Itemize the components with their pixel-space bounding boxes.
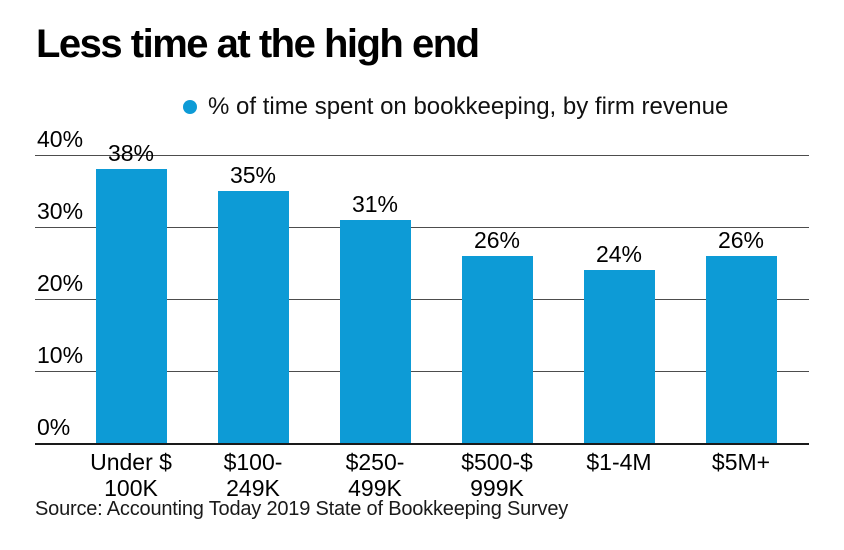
y-axis-tick-label: 40% bbox=[37, 126, 84, 152]
bar-value-label: 26% bbox=[473, 226, 521, 253]
x-axis-category-label: $5M+ bbox=[711, 449, 771, 475]
bar-value-label: 31% bbox=[351, 190, 399, 217]
bar-6 bbox=[705, 255, 777, 443]
gridline-10 bbox=[35, 371, 809, 372]
x-axis-category-label: $1-4M bbox=[586, 449, 652, 475]
gridline-20 bbox=[35, 299, 809, 300]
bar-5 bbox=[583, 270, 655, 443]
bar-1 bbox=[95, 169, 167, 443]
bar-2 bbox=[217, 191, 289, 443]
bar-value-label: 35% bbox=[229, 162, 277, 188]
x-axis-category-label: $250- 499K bbox=[345, 449, 405, 501]
x-axis-category-label: Under $ 100K bbox=[90, 449, 172, 501]
y-axis-tick-label: 10% bbox=[37, 342, 84, 368]
bar-value-label: 24% bbox=[595, 241, 643, 268]
y-axis-tick-label: 20% bbox=[37, 270, 84, 296]
chart-title: Less time at the high end bbox=[36, 22, 480, 66]
y-axis-tick-label: 0% bbox=[37, 414, 71, 440]
bar-value-label: 38% bbox=[107, 140, 155, 167]
y-axis-tick-label: 30% bbox=[37, 198, 84, 224]
x-axis-category-label: $500-$ 999K bbox=[461, 449, 533, 501]
x-axis-line bbox=[35, 443, 809, 445]
source-note: Source: Accounting Today 2019 State of B… bbox=[35, 498, 569, 520]
legend-label: % of time spent on bookkeeping, by firm … bbox=[208, 93, 729, 120]
gridline-30 bbox=[35, 227, 809, 228]
bar-4 bbox=[461, 255, 533, 443]
bar-3 bbox=[339, 219, 411, 443]
gridline-40 bbox=[35, 155, 809, 156]
chart-legend: % of time spent on bookkeeping, by firm … bbox=[183, 93, 728, 121]
legend-dot-icon bbox=[183, 100, 197, 114]
x-axis-category-label: $100- 249K bbox=[223, 449, 283, 501]
bar-value-label: 26% bbox=[717, 226, 765, 253]
